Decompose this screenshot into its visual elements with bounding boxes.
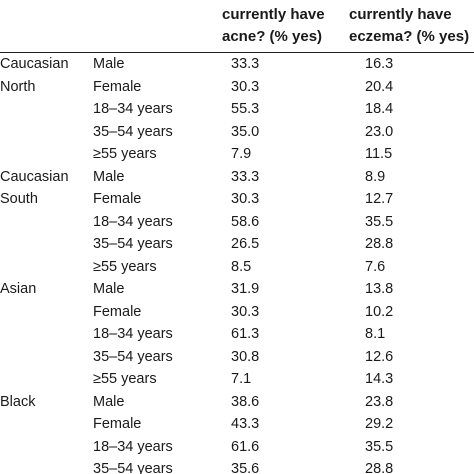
row-subgroup-cell: 35–54 years [93,461,173,474]
table-row: South Female 30.3 12.7 [0,188,474,211]
table-row: ≥55 years 7.1 14.3 [0,368,474,391]
row-group-cell: South [0,191,38,207]
eczema-value-cell: 7.6 [365,258,386,275]
table-row: 18–34 years 61.3 8.1 [0,323,474,346]
eczema-value-cell: 35.5 [365,438,394,455]
row-subgroup-cell: 18–34 years [93,326,173,342]
eczema-value-cell: 23.8 [365,393,394,410]
table-row: 18–34 years 55.3 18.4 [0,98,474,121]
table-row: Female 43.3 29.2 [0,413,474,436]
eczema-value-cell: 8.9 [365,168,386,185]
row-subgroup-cell: Male [93,393,125,410]
eczema-value-cell: 16.3 [365,56,394,72]
row-subgroup-cell: Male [93,56,125,72]
acne-value-cell: 30.3 [231,303,260,320]
eczema-value-cell: 28.8 [365,236,394,252]
acne-value-cell: 61.3 [231,326,260,342]
table-row: 18–34 years 61.6 35.5 [0,436,474,459]
column-header-eczema: currently have eczema? (% yes) [349,6,470,45]
row-subgroup-cell: Female [93,303,142,320]
acne-value-cell: 38.6 [231,393,260,410]
row-subgroup-cell: Female [93,191,142,207]
eczema-value-cell: 10.2 [365,303,394,320]
table-row: ≥55 years 8.5 7.6 [0,256,474,279]
table-row: Asian Male 31.9 13.8 [0,278,474,301]
table-row: Black Male 38.6 23.8 [0,391,474,414]
row-subgroup-cell: 35–54 years [93,348,173,365]
table-row: 18–34 years 58.6 35.5 [0,211,474,234]
row-group-cell: Black [0,393,36,410]
row-subgroup-cell: 35–54 years [93,236,173,252]
acne-value-cell: 55.3 [231,101,260,117]
table-row: Female 30.3 10.2 [0,301,474,324]
acne-value-cell: 43.3 [231,416,260,432]
acne-value-cell: 7.9 [231,146,252,162]
eczema-value-cell: 13.8 [365,281,394,297]
acne-value-cell: 30.3 [231,191,260,207]
row-subgroup-cell: Female [93,78,142,95]
table-row: 35–54 years 35.6 28.8 [0,458,474,474]
row-subgroup-cell: Male [93,281,125,297]
row-subgroup-cell: 18–34 years [93,438,173,455]
eczema-value-cell: 8.1 [365,326,386,342]
acne-value-cell: 33.3 [231,168,260,185]
column-header-acne: currently have acne? (% yes) [222,6,325,45]
acne-value-cell: 35.0 [231,123,260,140]
row-group-cell: Asian [0,281,37,297]
acne-value-cell: 33.3 [231,56,260,72]
table-row: 35–54 years 30.8 12.6 [0,346,474,369]
table-header: currently have acne? (% yes) currently h… [0,0,474,52]
table-row: Caucasian Male 33.3 16.3 [0,53,474,76]
row-subgroup-cell: Female [93,416,142,432]
table-row: 35–54 years 26.5 28.8 [0,233,474,256]
eczema-value-cell: 12.7 [365,191,394,207]
row-subgroup-cell: 18–34 years [93,213,173,230]
table-row: 35–54 years 35.0 23.0 [0,121,474,144]
eczema-value-cell: 12.6 [365,348,394,365]
eczema-value-cell: 23.0 [365,123,394,140]
table-row: ≥55 years 7.9 11.5 [0,143,474,166]
acne-value-cell: 8.5 [231,258,252,275]
eczema-value-cell: 35.5 [365,213,394,230]
row-subgroup-cell: ≥55 years [93,258,157,275]
eczema-value-cell: 14.3 [365,371,394,387]
eczema-value-cell: 28.8 [365,461,394,474]
acne-value-cell: 61.6 [231,438,260,455]
row-subgroup-cell: 35–54 years [93,123,173,140]
row-group-cell: Caucasian [0,56,69,72]
acne-value-cell: 31.9 [231,281,260,297]
row-subgroup-cell: ≥55 years [93,371,157,387]
row-group-cell: North [0,78,36,95]
acne-value-cell: 26.5 [231,236,260,252]
eczema-value-cell: 20.4 [365,78,394,95]
header-rule [0,52,474,53]
table-row: North Female 30.3 20.4 [0,76,474,99]
table-body: Caucasian Male 33.3 16.3 North Female 30.3 20.4… [0,53,474,474]
row-subgroup-cell: 18–34 years [93,101,173,117]
row-subgroup-cell: Male [93,168,125,185]
eczema-value-cell: 18.4 [365,101,394,117]
acne-value-cell: 30.8 [231,348,260,365]
eczema-value-cell: 11.5 [365,146,393,162]
row-group-cell: Caucasian [0,168,69,185]
eczema-value-cell: 29.2 [365,416,394,432]
row-subgroup-cell: ≥55 years [93,146,157,162]
acne-value-cell: 30.3 [231,78,260,95]
table-row: Caucasian Male 33.3 8.9 [0,166,474,189]
acne-value-cell: 7.1 [231,371,252,387]
acne-value-cell: 58.6 [231,213,260,230]
acne-value-cell: 35.6 [231,461,260,474]
